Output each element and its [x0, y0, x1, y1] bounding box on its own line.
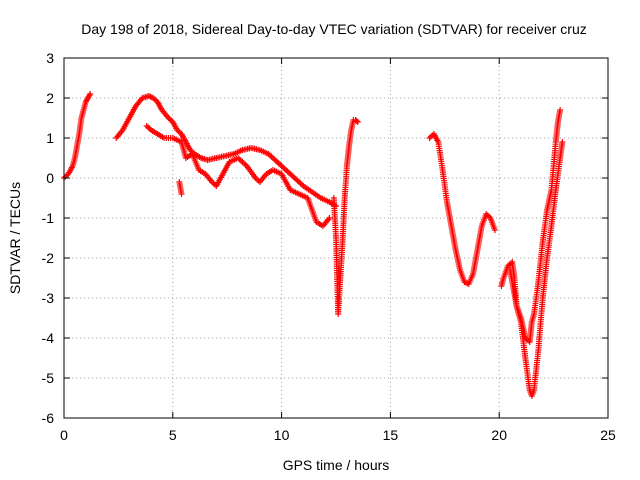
data-point [559, 139, 566, 145]
y-axis-label: SDTVAR / TECUs [7, 182, 23, 294]
chart-title: Day 198 of 2018, Sidereal Day-to-day VTE… [81, 21, 587, 37]
y-tick-label: -1 [42, 210, 55, 226]
marks-layer [61, 91, 566, 399]
data-point [491, 227, 498, 233]
data-point [326, 215, 333, 221]
data-point [354, 119, 361, 125]
y-tick-label: 2 [46, 90, 54, 106]
y-tick-label: 3 [46, 50, 54, 66]
y-tick-label: 1 [46, 130, 54, 146]
x-axis-label: GPS time / hours [283, 457, 390, 473]
x-tick-label: 25 [600, 427, 616, 443]
y-tick-label: 0 [46, 170, 54, 186]
x-tick-label: 15 [383, 427, 399, 443]
x-tick-label: 5 [169, 427, 177, 443]
series-seg8 [507, 139, 566, 399]
y-tick-label: -2 [42, 250, 55, 266]
data-point [87, 91, 94, 97]
y-tick-label: -6 [42, 410, 55, 426]
x-tick-label: 0 [60, 427, 68, 443]
y-tick-label: -5 [42, 370, 55, 386]
x-tick-label: 10 [274, 427, 290, 443]
plot-frame [63, 57, 609, 419]
y-tick-label: -3 [42, 290, 55, 306]
series-seg1 [61, 91, 94, 181]
series-seg2 [113, 93, 339, 209]
series-seg4 [176, 179, 185, 197]
data-point [86, 92, 93, 99]
series-seg5 [330, 117, 361, 317]
data-point [557, 107, 564, 113]
data-point [353, 118, 360, 124]
y-tick-label: -4 [42, 330, 55, 346]
x-tick-label: 20 [491, 427, 507, 443]
data-point [178, 191, 185, 197]
series-seg6 [426, 131, 498, 287]
series-seg3 [143, 123, 333, 229]
